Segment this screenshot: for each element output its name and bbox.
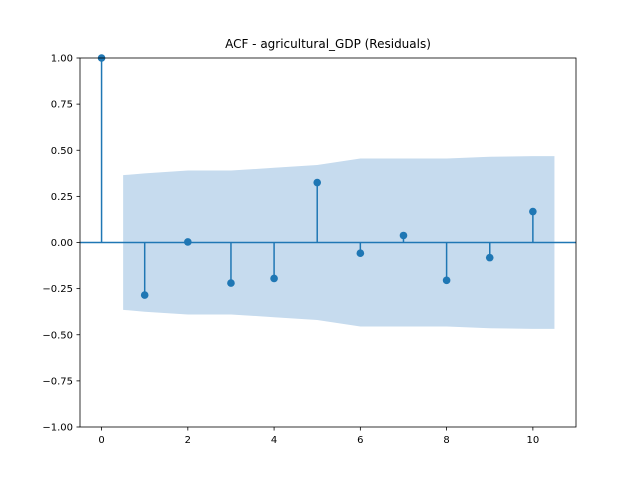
y-tick-label: 0.75 [51,100,73,111]
y-tick-label: 0.25 [51,192,73,203]
x-tick-label: 10 [527,435,540,446]
acf-marker-lag-9 [485,253,494,262]
y-tick-label: −0.50 [42,330,73,341]
acf-marker-lag-8 [442,276,451,285]
acf-marker-lag-7 [399,231,408,240]
y-tick-label: 0.00 [51,238,73,249]
x-tick-label: 4 [271,435,277,446]
acf-marker-lag-3 [227,279,235,287]
y-tick-label: −0.25 [42,284,73,295]
chart-title: ACF - agricultural_GDP (Residuals) [225,37,431,51]
acf-marker-lag-2 [184,238,192,246]
y-tick-label: 1.00 [51,54,73,65]
y-tick-label: −1.00 [42,423,73,434]
acf-marker-lag-5 [313,178,322,187]
y-axis-ticks: −1.00 −0.75 −0.50 −0.25 0.00 0.25 0.50 0.75 1.00 [42,54,80,434]
acf-marker-lag-1 [140,291,149,299]
y-tick-label: 0.50 [51,146,73,157]
x-tick-label: 6 [357,435,363,446]
x-axis-ticks: 0 2 4 6 8 10 [98,427,539,446]
acf-marker-lag-10 [529,207,537,216]
markers-layer [97,54,537,299]
y-tick-label: −0.75 [42,376,73,387]
x-tick-label: 8 [443,435,449,446]
acf-marker-lag-6 [356,249,365,258]
acf-marker-lag-4 [270,274,278,283]
x-tick-label: 2 [185,435,191,446]
x-tick-label: 0 [98,435,104,446]
